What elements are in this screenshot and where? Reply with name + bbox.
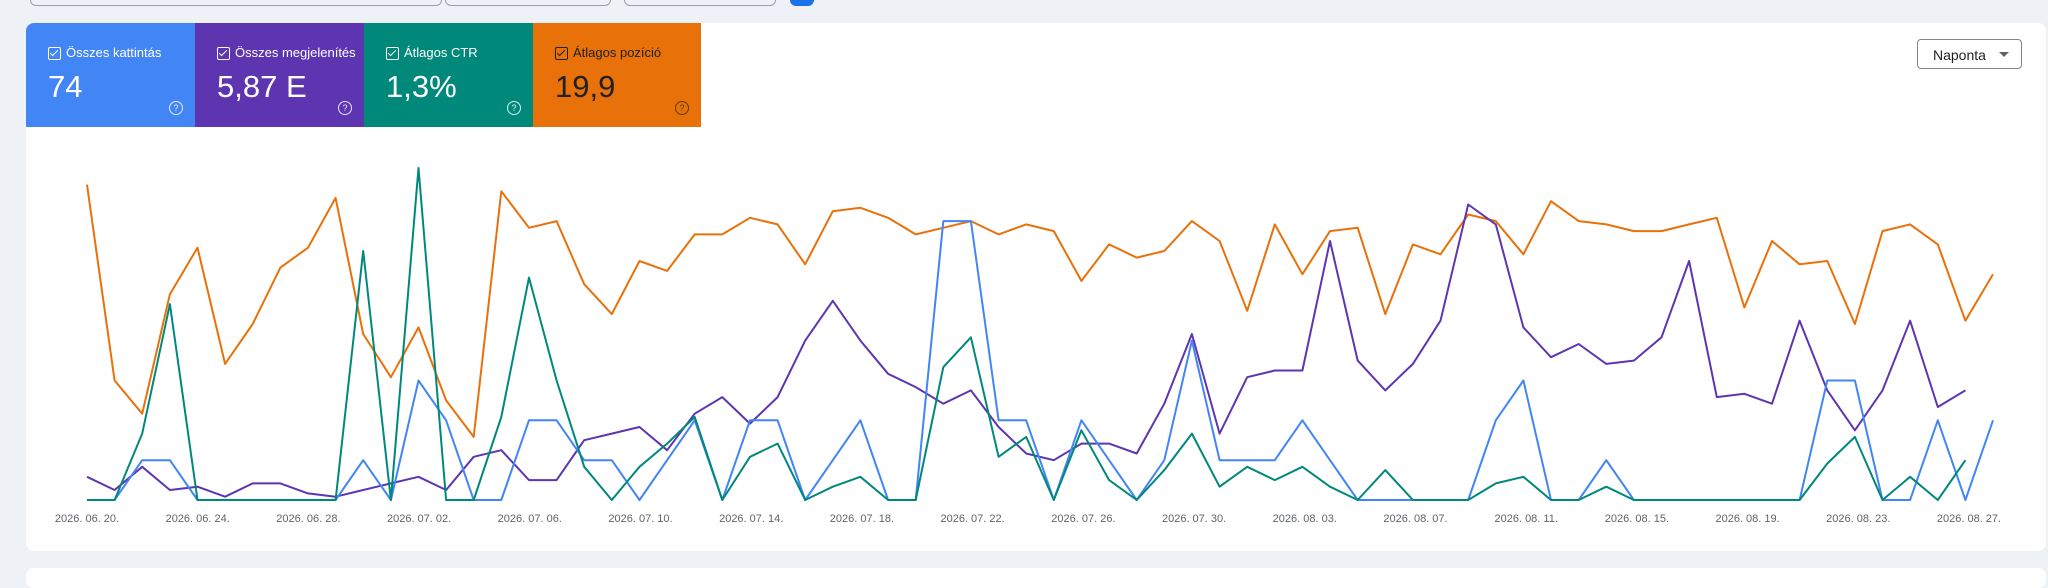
- metric-average-position[interactable]: Átlagos pozíció 19,9 ?: [533, 23, 701, 127]
- x-tick-label: 2026. 07. 26.: [1051, 513, 1115, 525]
- x-tick-label: 2026. 06. 24.: [166, 513, 230, 525]
- x-tick-label: 2026. 08. 07.: [1383, 513, 1447, 525]
- x-tick-label: 2026. 07. 06.: [498, 513, 562, 525]
- x-tick-label: 2026. 07. 02.: [387, 513, 451, 525]
- x-tick-label: 2026. 06. 20.: [55, 513, 119, 525]
- filter-chip[interactable]: [30, 0, 442, 6]
- x-tick-label: 2026. 08. 11.: [1494, 513, 1557, 525]
- filter-action-button[interactable]: [790, 0, 814, 6]
- series-line-ctr: [87, 167, 1967, 501]
- x-tick-label: 2026. 08. 03.: [1273, 513, 1337, 525]
- filter-chip[interactable]: [445, 0, 611, 6]
- granularity-selected: Naponta: [1933, 47, 1986, 63]
- help-icon[interactable]: ?: [338, 101, 352, 115]
- performance-line-chart: 2026. 06. 20. 2026. 06. 24. 2026. 06. 28. 2…: [55, 167, 2001, 525]
- metric-value: 5,87 E: [217, 69, 307, 104]
- x-tick-label: 2026. 08. 23.: [1826, 513, 1890, 525]
- series-line-impressions: [86, 203, 1966, 498]
- metric-value: 19,9: [555, 69, 616, 104]
- help-icon[interactable]: ?: [169, 101, 183, 115]
- performance-card: Összes kattintás 74 ? Összes megjeleníté…: [26, 23, 2046, 551]
- help-icon[interactable]: ?: [675, 101, 689, 115]
- metric-value: 1,3%: [386, 69, 457, 104]
- checkbox-icon[interactable]: [555, 47, 568, 60]
- checkbox-icon[interactable]: [386, 47, 399, 60]
- x-tick-label: 2026. 08. 15.: [1605, 513, 1669, 525]
- x-tick-label: 2026. 07. 30.: [1162, 513, 1226, 525]
- metric-average-ctr[interactable]: Átlagos CTR 1,3% ?: [364, 23, 533, 127]
- checkbox-icon[interactable]: [217, 47, 230, 60]
- x-tick-label: 2026. 08. 19.: [1715, 513, 1779, 525]
- x-tick-label: 2026. 07. 22.: [940, 513, 1004, 525]
- x-tick-label: 2026. 08. 27.: [1937, 513, 2001, 525]
- series-line-clicks: [87, 220, 1994, 501]
- toolbar-strip: [0, 0, 2048, 10]
- granularity-dropdown[interactable]: Naponta: [1917, 39, 2022, 69]
- metric-total-clicks[interactable]: Összes kattintás 74 ?: [26, 23, 195, 127]
- x-tick-label: 2026. 07. 18.: [830, 513, 894, 525]
- checkbox-icon[interactable]: [48, 47, 61, 60]
- help-icon[interactable]: ?: [507, 101, 521, 115]
- x-tick-label: 2026. 06. 28.: [276, 513, 340, 525]
- filter-chip[interactable]: [624, 0, 776, 6]
- metric-value: 74: [48, 69, 83, 104]
- caret-down-icon: [1999, 52, 2009, 57]
- next-card: [26, 568, 2046, 588]
- x-tick-label: 2026. 07. 14.: [719, 513, 783, 525]
- series-line-position: [86, 184, 1994, 438]
- metric-total-impressions[interactable]: Összes megjelenítés 5,87 E ?: [195, 23, 364, 127]
- x-tick-label: 2026. 07. 10.: [608, 513, 672, 525]
